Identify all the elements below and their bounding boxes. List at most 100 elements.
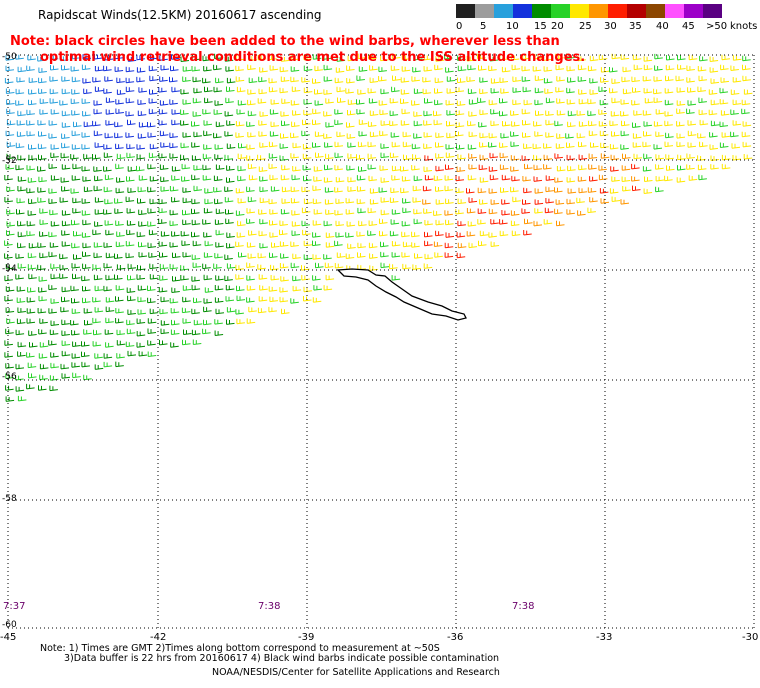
wind-barb [248, 77, 258, 84]
wind-barb [81, 144, 90, 150]
wind-barb [665, 64, 675, 71]
wind-barb [215, 242, 224, 248]
wind-barb [455, 175, 465, 182]
wind-barb [499, 230, 509, 237]
wind-barb [334, 263, 344, 269]
wind-barb [191, 329, 201, 336]
wind-barb [677, 165, 686, 171]
wind-barb [642, 110, 652, 116]
wind-barb [82, 297, 91, 304]
wind-barb [28, 154, 37, 161]
wind-barb [203, 252, 213, 258]
wind-barb [391, 275, 401, 281]
wind-barb [248, 306, 257, 313]
wind-barb [27, 55, 36, 61]
wind-barb [16, 131, 26, 137]
wind-barb [279, 66, 289, 73]
wind-barb [709, 132, 718, 138]
wind-barb [191, 254, 201, 260]
wind-barb [38, 131, 47, 137]
wind-barb [50, 175, 60, 181]
wind-barb [423, 143, 432, 149]
wind-barb [455, 109, 465, 116]
wind-barb [315, 152, 324, 158]
wind-barb [400, 187, 409, 194]
wind-barb [367, 207, 377, 214]
wind-barb [664, 120, 673, 127]
wind-barb [402, 207, 411, 214]
wind-barb [5, 55, 15, 61]
wind-barb [116, 264, 126, 270]
wind-barb [235, 76, 245, 82]
wind-barb [369, 253, 378, 259]
wind-barb [149, 176, 159, 182]
wind-barb [159, 263, 169, 270]
wind-barb [609, 67, 618, 73]
wind-barb [258, 296, 268, 302]
wind-barb [115, 187, 125, 194]
wind-barb [292, 275, 301, 282]
wind-barb [523, 230, 532, 236]
wind-barb [180, 265, 189, 271]
wind-barb [83, 374, 92, 381]
wind-barb [147, 208, 156, 214]
wind-barb [534, 208, 543, 214]
wind-barb [368, 175, 378, 182]
wind-barb [389, 230, 399, 237]
wind-barb [358, 220, 367, 227]
wind-barb [49, 242, 59, 248]
wind-barb [710, 164, 719, 170]
wind-barb [126, 143, 135, 150]
wind-barb [180, 142, 190, 149]
wind-barb [545, 132, 554, 138]
wind-barb [136, 76, 145, 83]
wind-barb [599, 188, 609, 194]
wind-barb [336, 86, 346, 93]
wind-barb [576, 132, 586, 139]
wind-barb [401, 252, 410, 258]
wind-barb [315, 262, 324, 269]
legend-label: 0 [456, 21, 463, 32]
wind-barb [137, 110, 147, 117]
wind-barb [137, 309, 147, 315]
wind-barb [6, 141, 16, 148]
wind-barb [499, 98, 508, 104]
wind-barb [246, 186, 255, 193]
wind-barb [510, 186, 519, 193]
wind-barb [390, 132, 400, 138]
wind-barb [302, 144, 312, 150]
wind-barb [642, 141, 651, 148]
wind-barb [115, 285, 125, 291]
wind-barb [555, 87, 564, 93]
wind-barb [246, 285, 256, 291]
wind-barb [358, 131, 368, 137]
wind-barb [202, 263, 211, 270]
wind-barb [203, 298, 213, 304]
wind-barb [147, 297, 156, 304]
wind-barb [125, 341, 135, 348]
wind-barb [742, 121, 752, 127]
wind-barb [103, 152, 113, 158]
wind-barb [468, 153, 477, 159]
wind-barb [49, 98, 59, 104]
wind-barb [59, 264, 68, 270]
wind-barb [502, 121, 511, 127]
map-title: Rapidscat Winds(12.5KM) 20160617 ascendi… [38, 8, 322, 22]
wind-barb [105, 342, 114, 348]
wind-barb [456, 232, 466, 238]
wind-barb [116, 340, 126, 346]
wind-barb [323, 111, 332, 117]
wind-barb [193, 319, 203, 326]
wind-barb [545, 119, 554, 126]
wind-barb [664, 111, 674, 117]
wind-barb [379, 230, 388, 237]
wind-barb [434, 64, 443, 71]
wind-barb [259, 67, 268, 73]
wind-barb [620, 199, 630, 205]
wind-barb [455, 121, 465, 128]
wind-barb [246, 262, 255, 268]
wind-barb [127, 56, 137, 62]
wind-barb [169, 99, 178, 105]
wind-barb [554, 177, 563, 183]
wind-barb [15, 88, 25, 95]
